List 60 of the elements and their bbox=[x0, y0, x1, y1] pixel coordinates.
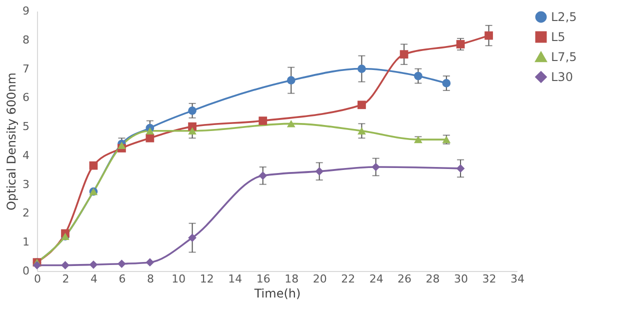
x-tick-label: 14 bbox=[228, 272, 242, 286]
y-tick-label: 8 bbox=[22, 33, 30, 46]
point bbox=[61, 261, 70, 270]
point bbox=[188, 106, 196, 115]
x-tick-label: 8 bbox=[146, 272, 154, 286]
x-axis-title: Time(h) bbox=[253, 286, 301, 300]
x-tick-label: 26 bbox=[398, 272, 412, 286]
y-tick-label: 5 bbox=[22, 120, 30, 134]
point bbox=[315, 167, 324, 176]
point bbox=[89, 161, 98, 170]
x-tick-label: 20 bbox=[312, 272, 327, 286]
point bbox=[484, 31, 493, 40]
y-tick-label: 3 bbox=[22, 178, 30, 191]
point bbox=[358, 64, 366, 73]
y-tick-label: 6 bbox=[22, 91, 30, 104]
x-tick-label: 28 bbox=[426, 272, 440, 286]
x-tick-label: 10 bbox=[172, 272, 186, 286]
x-tick-label: 2 bbox=[62, 272, 70, 286]
point bbox=[372, 162, 380, 172]
x-tick-label: 6 bbox=[118, 272, 126, 286]
point bbox=[188, 127, 196, 135]
y-tick-label: 1 bbox=[22, 236, 30, 249]
point bbox=[188, 234, 196, 242]
y-tick-label: 4 bbox=[22, 148, 30, 162]
x-tick-label: 30 bbox=[454, 272, 468, 286]
point bbox=[89, 260, 98, 269]
legend-label: L30 bbox=[551, 70, 573, 84]
y-tick-label: 7 bbox=[22, 62, 30, 76]
point bbox=[358, 127, 366, 135]
y-tick-label: 9 bbox=[22, 4, 30, 18]
x-tick-label: 22 bbox=[341, 272, 356, 286]
point bbox=[286, 76, 296, 85]
point bbox=[258, 171, 268, 180]
point bbox=[414, 72, 422, 80]
point bbox=[146, 134, 154, 142]
point bbox=[400, 50, 408, 59]
y-tick-label: 0 bbox=[22, 264, 30, 278]
x-tick-label: 4 bbox=[90, 272, 98, 286]
x-tick-label: 34 bbox=[510, 272, 524, 286]
x-tick-label: 0 bbox=[34, 272, 41, 286]
x-tick-label: 16 bbox=[256, 272, 270, 286]
point bbox=[442, 79, 451, 88]
point bbox=[146, 258, 154, 267]
point bbox=[32, 261, 42, 270]
x-tick-label: 24 bbox=[369, 272, 384, 286]
point bbox=[146, 127, 154, 135]
legend-label: L2,5 bbox=[551, 10, 577, 24]
x-tick-label: 32 bbox=[482, 272, 496, 286]
point bbox=[258, 116, 268, 125]
y-tick-label: 2 bbox=[22, 206, 30, 220]
point bbox=[286, 120, 296, 128]
x-tick-label: 12 bbox=[200, 272, 214, 286]
legend-label: L7,5 bbox=[551, 50, 577, 64]
y-axis-title: Optical Density 600nm bbox=[4, 72, 18, 210]
point bbox=[118, 260, 126, 268]
point bbox=[358, 100, 366, 110]
point bbox=[456, 40, 465, 48]
legend-label: L5 bbox=[551, 30, 566, 44]
point bbox=[456, 164, 465, 173]
x-tick-label: 18 bbox=[284, 272, 299, 286]
